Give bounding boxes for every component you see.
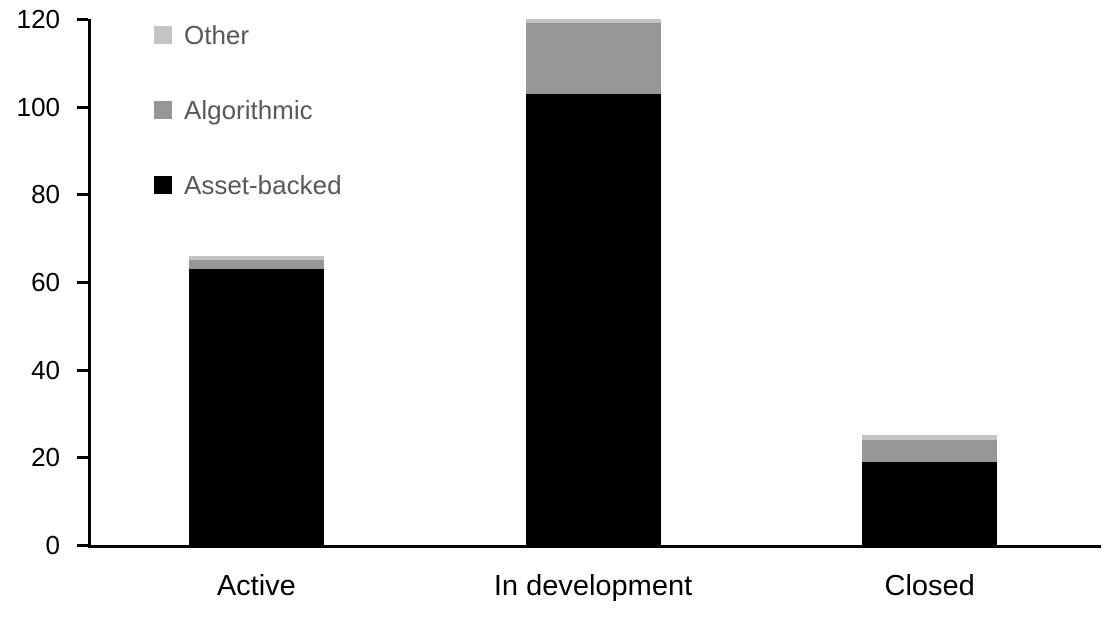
y-tick xyxy=(77,456,88,460)
bar-segment-asset-backed xyxy=(188,268,324,545)
y-tick xyxy=(77,368,88,372)
y-tick-label: 20 xyxy=(31,442,60,473)
x-axis-label: Closed xyxy=(884,570,975,602)
y-tick xyxy=(77,544,88,547)
bar-segment-algorithmic xyxy=(525,23,661,94)
bar-segment-algorithmic xyxy=(188,260,324,269)
y-tick xyxy=(77,281,88,284)
bar-segment-other xyxy=(188,255,324,261)
y-tick xyxy=(77,193,88,197)
y-tick-label: 120 xyxy=(16,4,60,34)
bar-segment-asset-backed xyxy=(862,461,998,545)
legend-label: Algorithmic xyxy=(184,95,313,125)
x-axis-label: Active xyxy=(216,570,296,602)
y-tick-label: 80 xyxy=(31,179,60,210)
y-tick-label: 40 xyxy=(31,354,60,385)
x-axis-label: In development xyxy=(493,570,693,602)
bar-segment-other xyxy=(862,435,998,440)
chart-legend: Other Algorithmic Asset-backed xyxy=(154,22,342,198)
y-tick-label: 100 xyxy=(16,91,60,122)
bar-segment-algorithmic xyxy=(862,439,998,462)
y-tick-label: 0 xyxy=(45,530,60,560)
legend-swatch-icon xyxy=(154,26,172,44)
legend-swatch-icon xyxy=(154,176,172,194)
y-tick-label: 60 xyxy=(31,267,60,297)
legend-item-algorithmic: Algorithmic xyxy=(154,97,342,123)
y-tick xyxy=(77,18,88,21)
legend-label: Asset-backed xyxy=(184,170,342,200)
legend-item-asset-backed: Asset-backed xyxy=(154,172,342,198)
legend-label: Other xyxy=(184,20,250,50)
y-tick xyxy=(77,105,88,109)
bar-segment-asset-backed xyxy=(525,93,661,545)
bar-segment-other xyxy=(525,19,661,24)
plot-area xyxy=(88,19,1101,548)
legend-swatch-icon xyxy=(154,101,172,119)
legend-item-other: Other xyxy=(154,22,342,48)
